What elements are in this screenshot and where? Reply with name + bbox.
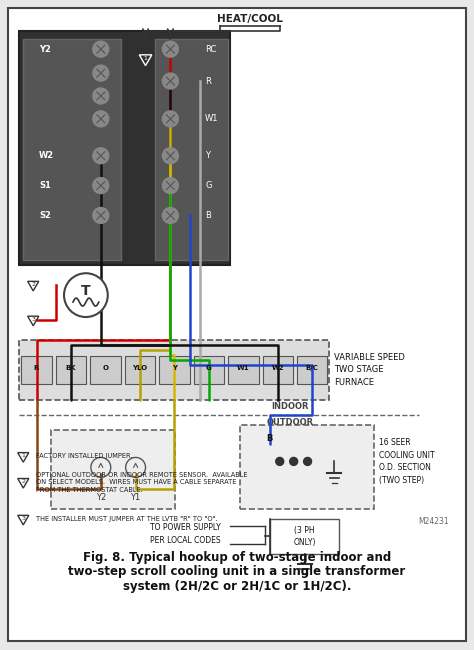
Text: 3: 3	[31, 317, 35, 322]
Circle shape	[163, 41, 178, 57]
Bar	[297, 356, 328, 383]
Text: Y2: Y2	[96, 493, 106, 502]
Text: OPTIONAL OUTDOOR OR INDOOR REMOTE SENSOR.  AVAILABLE
ON SELECT MODELS.  WIRES MU: OPTIONAL OUTDOOR OR INDOOR REMOTE SENSOR…	[36, 471, 248, 493]
Circle shape	[163, 148, 178, 164]
Bar	[159, 356, 190, 383]
Circle shape	[93, 88, 109, 104]
Text: T: T	[81, 284, 91, 298]
Text: OUTDOOR: OUTDOOR	[266, 418, 313, 427]
Text: R: R	[205, 77, 211, 86]
Text: G: G	[206, 365, 212, 370]
Text: system (2H/2C or 2H/1C or 1H/2C).: system (2H/2C or 2H/1C or 1H/2C).	[123, 580, 351, 593]
Text: (3 PH
ONLY): (3 PH ONLY)	[293, 526, 316, 547]
Text: 16 SEER
COOLING UNIT
O.D. SECTION
(TWO STEP): 16 SEER COOLING UNIT O.D. SECTION (TWO S…	[379, 438, 435, 485]
Text: G: G	[205, 181, 212, 190]
Bar	[155, 39, 228, 260]
Circle shape	[64, 273, 108, 317]
Text: BK: BK	[66, 365, 76, 370]
Text: S2: S2	[39, 211, 51, 220]
Circle shape	[93, 207, 109, 224]
Circle shape	[290, 458, 298, 465]
Text: W1: W1	[237, 365, 250, 370]
Text: 1: 1	[21, 453, 25, 458]
Circle shape	[163, 207, 178, 224]
Text: 1: 1	[144, 55, 147, 60]
Bar	[263, 356, 293, 383]
Bar	[240, 424, 374, 509]
Bar	[270, 519, 339, 554]
Bar	[51, 430, 175, 509]
Circle shape	[163, 177, 178, 194]
Text: 2: 2	[21, 479, 25, 484]
Text: B: B	[266, 434, 273, 443]
Bar	[19, 340, 329, 400]
Bar	[228, 356, 258, 383]
Text: 2: 2	[31, 281, 35, 287]
Circle shape	[163, 73, 178, 89]
Bar	[21, 356, 52, 383]
Bar	[90, 356, 121, 383]
Text: TO POWER SUPPLY
PER LOCAL CODES: TO POWER SUPPLY PER LOCAL CODES	[150, 523, 221, 545]
Text: W2: W2	[39, 151, 55, 161]
Text: Y1: Y1	[130, 493, 141, 502]
Text: 3: 3	[21, 515, 25, 521]
Text: R: R	[34, 365, 39, 370]
Bar	[125, 356, 155, 383]
Circle shape	[93, 111, 109, 127]
Circle shape	[93, 148, 109, 164]
Text: FACTORY INSTALLED JUMPER.: FACTORY INSTALLED JUMPER.	[36, 454, 133, 460]
Text: INDOOR: INDOOR	[271, 402, 309, 411]
Text: Fig. 8. Typical hookup of two-stage indoor and: Fig. 8. Typical hookup of two-stage indo…	[83, 551, 391, 564]
Text: two-step scroll cooling unit in a single transformer: two-step scroll cooling unit in a single…	[68, 566, 406, 578]
Circle shape	[93, 41, 109, 57]
Text: YLO: YLO	[132, 365, 147, 370]
Text: Y: Y	[205, 151, 210, 161]
Text: THE INSTALLER MUST JUMPER AT THE LVTB "R" TO "O".: THE INSTALLER MUST JUMPER AT THE LVTB "R…	[36, 516, 218, 522]
Text: VARIABLE SPEED
TWO STAGE
FURNACE: VARIABLE SPEED TWO STAGE FURNACE	[335, 353, 405, 387]
Circle shape	[276, 458, 284, 465]
Text: B: B	[205, 211, 211, 220]
Bar	[193, 356, 224, 383]
Circle shape	[93, 177, 109, 194]
Text: HEAT/COOL: HEAT/COOL	[217, 14, 283, 24]
Text: W1: W1	[205, 114, 219, 124]
Text: B/C: B/C	[306, 365, 319, 370]
Bar	[19, 31, 230, 265]
Bar	[23, 39, 121, 260]
Text: W2: W2	[272, 365, 284, 370]
Circle shape	[304, 458, 311, 465]
Text: Y: Y	[172, 365, 177, 370]
Text: S1: S1	[39, 181, 51, 190]
Circle shape	[93, 65, 109, 81]
Bar	[56, 356, 86, 383]
Text: O: O	[102, 365, 109, 370]
Text: M24231: M24231	[418, 517, 449, 526]
Text: RC: RC	[205, 45, 217, 54]
Text: Y2: Y2	[39, 45, 51, 54]
Circle shape	[163, 111, 178, 127]
